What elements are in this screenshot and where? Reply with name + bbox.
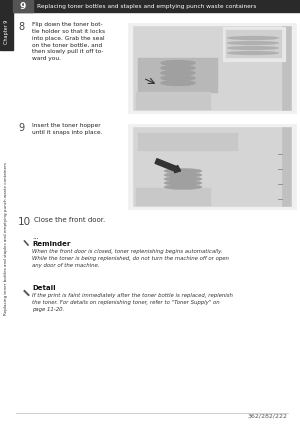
Ellipse shape <box>227 52 279 56</box>
FancyArrow shape <box>155 159 181 173</box>
Text: 9: 9 <box>18 123 24 132</box>
Ellipse shape <box>164 169 202 174</box>
Bar <box>0 0 300 13</box>
Ellipse shape <box>164 173 202 178</box>
Bar <box>226 31 282 59</box>
Bar <box>13 0 33 13</box>
Ellipse shape <box>227 47 279 51</box>
Text: Detail: Detail <box>32 284 56 290</box>
Bar <box>133 27 286 111</box>
Ellipse shape <box>227 42 279 46</box>
Text: If the print is faint immediately after the toner bottle is replaced, replenish
: If the print is faint immediately after … <box>32 292 233 311</box>
Bar <box>133 128 286 207</box>
Text: Replacing toner bottles and staples and emptying punch waste containers: Replacing toner bottles and staples and … <box>4 162 8 315</box>
Text: 10: 10 <box>18 216 31 227</box>
Ellipse shape <box>164 185 202 190</box>
Ellipse shape <box>164 181 202 186</box>
Bar <box>128 125 296 210</box>
Text: 8: 8 <box>18 22 24 32</box>
Bar <box>282 27 291 111</box>
Bar <box>136 189 211 207</box>
Ellipse shape <box>160 66 196 72</box>
Text: Reminder: Reminder <box>32 240 70 246</box>
Bar <box>223 28 285 62</box>
Bar <box>138 134 238 152</box>
Bar <box>0 13 13 51</box>
Text: Close the front door.: Close the front door. <box>34 216 105 222</box>
Ellipse shape <box>160 61 196 67</box>
Ellipse shape <box>164 177 202 182</box>
Ellipse shape <box>227 37 279 41</box>
Ellipse shape <box>160 81 196 87</box>
Text: Flip down the toner bot-
tle holder so that it locks
into place. Grab the seal
o: Flip down the toner bot- tle holder so t… <box>32 22 105 61</box>
Bar <box>138 59 218 94</box>
Text: 362/282/222: 362/282/222 <box>248 413 288 418</box>
Text: ...: ... <box>32 233 39 239</box>
Text: Insert the toner hopper
until it snaps into place.: Insert the toner hopper until it snaps i… <box>32 123 103 135</box>
Ellipse shape <box>160 71 196 77</box>
Ellipse shape <box>160 76 196 82</box>
Text: Chapter 9: Chapter 9 <box>4 20 9 44</box>
Bar <box>136 93 211 111</box>
Text: 9: 9 <box>20 2 26 11</box>
Bar <box>282 128 291 207</box>
Bar <box>128 24 296 114</box>
Text: When the front door is closed, toner replenishing begins automatically.
While th: When the front door is closed, toner rep… <box>32 248 229 267</box>
Text: Replacing toner bottles and staples and emptying punch waste containers: Replacing toner bottles and staples and … <box>37 4 256 9</box>
